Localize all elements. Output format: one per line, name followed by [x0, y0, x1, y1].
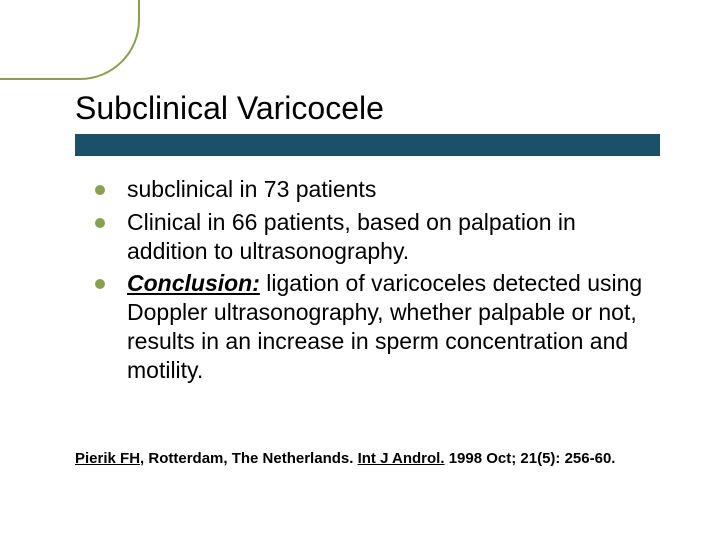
- citation-rest: 1998 Oct; 21(5): 256-60.: [445, 450, 616, 467]
- title-underline-bar: [75, 134, 660, 156]
- bullet-icon: [95, 185, 105, 195]
- bullet-text: Conclusion: ligation of varicoceles dete…: [127, 269, 655, 384]
- conclusion-label: Conclusion:: [127, 270, 260, 296]
- citation: Pierik FH, Rotterdam, The Netherlands. I…: [75, 450, 660, 467]
- citation-author: Pierik FH,: [75, 450, 144, 467]
- bullet-item: Clinical in 66 patients, based on palpat…: [95, 208, 655, 266]
- bullet-text: subclinical in 73 patients: [127, 175, 655, 204]
- corner-decoration: [0, 0, 140, 80]
- content-area: subclinical in 73 patients Clinical in 6…: [95, 175, 655, 388]
- bullet-item: subclinical in 73 patients: [95, 175, 655, 204]
- bullet-icon: [95, 279, 105, 289]
- citation-location: Rotterdam, The Netherlands.: [144, 450, 357, 467]
- slide-title: Subclinical Varicocele: [75, 90, 384, 127]
- bullet-text: Clinical in 66 patients, based on palpat…: [127, 208, 655, 266]
- bullet-icon: [95, 218, 105, 228]
- bullet-item: Conclusion: ligation of varicoceles dete…: [95, 269, 655, 384]
- citation-journal: Int J Androl.: [358, 450, 445, 467]
